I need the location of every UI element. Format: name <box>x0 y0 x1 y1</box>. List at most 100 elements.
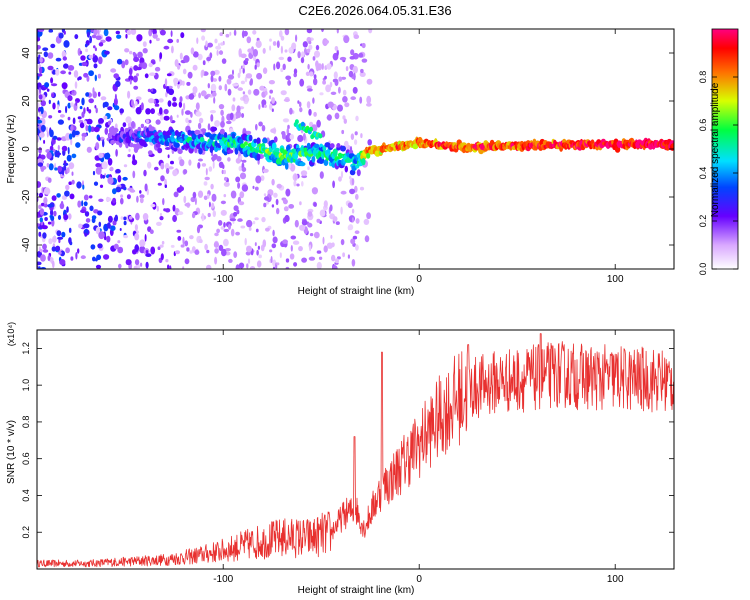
heatmap-cell <box>114 214 119 222</box>
heatmap-cell <box>219 128 225 135</box>
heatmap-cell <box>298 246 303 252</box>
heatmap-cell <box>37 162 44 167</box>
heatmap-cell <box>294 219 299 228</box>
heatmap-cell <box>194 197 197 206</box>
heatmap-cell <box>77 248 80 254</box>
heatmap-cell <box>282 198 288 205</box>
heatmap-cell <box>253 138 258 144</box>
heatmap-cell <box>176 38 179 43</box>
heatmap-cell <box>300 57 305 64</box>
heatmap-cell <box>139 139 146 147</box>
heatmap-cell <box>66 154 72 162</box>
heatmap-cell <box>285 75 292 81</box>
heatmap-cell <box>88 195 93 199</box>
heatmap-cell <box>155 119 161 125</box>
heatmap-cell <box>93 29 98 36</box>
heatmap-cell <box>333 150 338 157</box>
heatmap-cell <box>213 69 220 75</box>
heatmap-cell <box>322 80 326 85</box>
snr-x-ticks: -100 0 100 <box>213 330 624 585</box>
heatmap-cell <box>279 252 282 259</box>
heatmap-cell <box>200 29 206 33</box>
heatmap-cell <box>343 118 347 124</box>
heatmap-cell <box>173 146 178 152</box>
heatmap-cell <box>350 238 356 245</box>
heatmap-cell <box>67 146 70 155</box>
heatmap-cell <box>276 262 280 266</box>
heatmap-cell <box>37 45 41 50</box>
heatmap-cell <box>336 143 341 148</box>
x-tick-label: -100 <box>213 274 233 285</box>
heatmap-cell <box>181 108 184 116</box>
heatmap-cell <box>182 266 185 269</box>
heatmap-cell <box>136 73 139 77</box>
heatmap-cell <box>105 36 112 42</box>
heatmap-cell <box>253 88 260 96</box>
heatmap-cell <box>298 101 302 108</box>
heatmap-cell <box>247 258 251 265</box>
heatmap-cell <box>269 249 273 253</box>
heatmap-cell <box>218 104 225 110</box>
heatmap-cell <box>248 226 252 231</box>
heatmap-cell <box>63 160 67 165</box>
heatmap-cell <box>38 231 42 237</box>
heatmap-cell <box>176 229 182 233</box>
heatmap-cell <box>85 48 89 53</box>
heatmap-cell <box>135 107 142 115</box>
heatmap-cell <box>201 163 207 167</box>
heatmap-cell <box>276 207 280 215</box>
heatmap-cell <box>280 35 285 41</box>
heatmap-cell <box>247 48 253 53</box>
heatmap-cell <box>172 96 177 102</box>
heatmap-cell <box>263 193 267 197</box>
y-tick-label: 0.6 <box>21 452 31 465</box>
heatmap-cell <box>221 58 227 64</box>
heatmap-cell <box>133 85 139 90</box>
heatmap-cell <box>355 244 359 251</box>
heatmap-cell <box>172 102 178 107</box>
heatmap-cell <box>47 255 51 261</box>
heatmap-cell <box>232 83 239 87</box>
heatmap-cell <box>228 258 233 263</box>
heatmap-cell <box>280 45 283 54</box>
heatmap-cell <box>189 250 193 254</box>
heatmap-cell <box>273 136 278 143</box>
heatmap-cell <box>241 159 247 163</box>
heatmap-cell <box>92 55 98 63</box>
heatmap-cell <box>151 61 156 65</box>
heatmap-cell <box>63 63 69 69</box>
heatmap-cell <box>55 57 62 62</box>
heatmap-cell <box>289 134 295 140</box>
heatmap-cell <box>65 184 70 191</box>
heatmap-cell <box>151 88 154 92</box>
heatmap-cell <box>268 80 275 85</box>
heatmap-cell <box>145 253 152 257</box>
heatmap-cell <box>56 193 61 198</box>
heatmap-cell <box>46 126 48 133</box>
heatmap-cell <box>51 246 56 252</box>
heatmap-cell <box>128 216 133 220</box>
heatmap-cell <box>218 244 224 251</box>
heatmap-cell <box>139 194 145 199</box>
heatmap-cell <box>120 197 124 205</box>
heatmap-cell <box>318 151 322 158</box>
heatmap-cell <box>256 249 259 256</box>
heatmap-cell <box>62 56 67 61</box>
heatmap-cell <box>296 183 300 187</box>
heatmap-cell <box>103 254 110 260</box>
heatmap-cell <box>314 50 320 58</box>
heatmap-cell <box>168 88 175 96</box>
heatmap-cell <box>165 168 170 174</box>
heatmap-cell <box>165 258 169 263</box>
heatmap-cell <box>38 146 42 154</box>
heatmap-cell <box>171 45 174 54</box>
heatmap-cell <box>129 50 133 55</box>
heatmap-cell <box>47 221 52 225</box>
heatmap-cell <box>256 62 260 68</box>
heatmap-cell <box>42 243 47 250</box>
heatmap-cell <box>300 121 305 127</box>
heatmap-cell <box>223 222 226 228</box>
y-tick-label: 0 <box>21 146 32 152</box>
heatmap-cell <box>100 173 103 179</box>
heatmap-cell <box>81 97 85 106</box>
